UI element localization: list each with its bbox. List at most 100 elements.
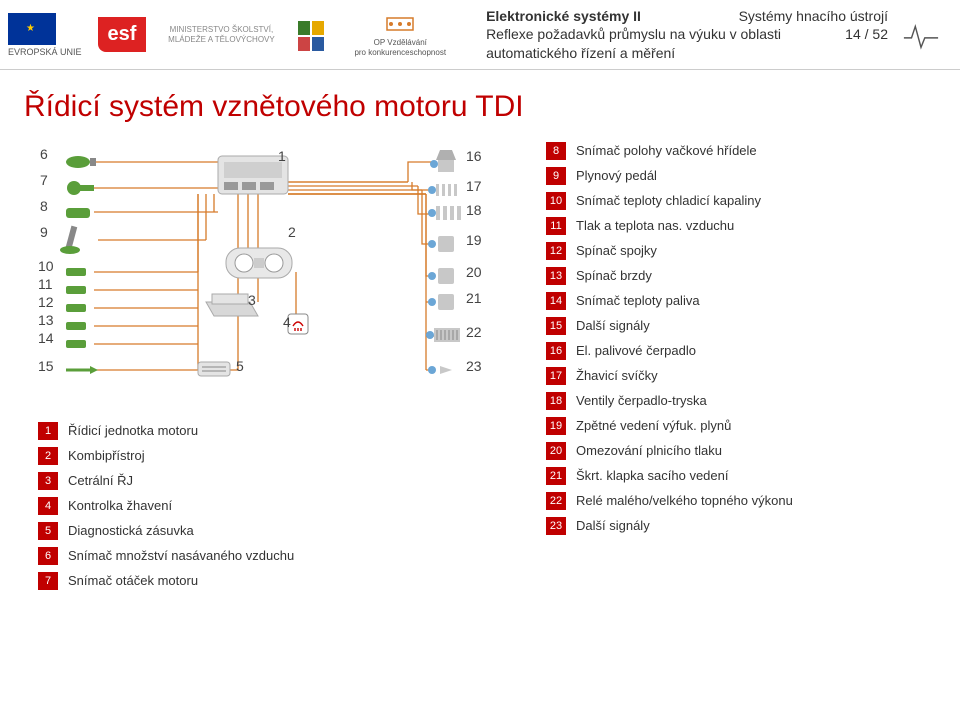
diagram-num-10: 10 <box>38 258 54 274</box>
diagram-num-6: 6 <box>40 146 48 162</box>
legend-num: 4 <box>38 497 58 515</box>
diagram-num-13: 13 <box>38 312 54 328</box>
left-legend: 1 Řídicí jednotka motoru 2 Kombipřístroj 3 Ce… <box>38 422 538 590</box>
legend-num: 21 <box>546 467 566 485</box>
legend-num: 2 <box>38 447 58 465</box>
diagram-num-18: 18 <box>466 202 482 218</box>
legend-text: Diagnostická zásuvka <box>68 522 194 540</box>
esf-logo: esf <box>98 17 147 52</box>
legend-text: Kontrolka žhavení <box>68 497 172 515</box>
header-subtitle: Reflexe požadavků průmyslu na výuku v ob… <box>486 25 845 61</box>
diagram-num-3: 3 <box>248 292 256 308</box>
diagram-column: 6789101112131415123451617181920212223 1Ř… <box>38 142 538 597</box>
header-title-right: Systémy hnacího ústrojí <box>739 7 888 25</box>
legend-text: Snímač otáček motoru <box>68 572 198 590</box>
legend-num: 1 <box>38 422 58 440</box>
legend-item-10: 10Snímač teploty chladicí kapaliny <box>546 192 940 210</box>
legend-num: 14 <box>546 292 566 310</box>
legend-num: 6 <box>38 547 58 565</box>
diagram-num-15: 15 <box>38 358 54 374</box>
legend-num: 8 <box>546 142 566 160</box>
legend-text: Kombipřístroj <box>68 447 145 465</box>
pulse-icon <box>902 19 940 51</box>
legend-text: Snímač množství nasávaného vzduchu <box>68 547 294 565</box>
legend-item-6: 6 Snímač množství nasávaného vzduchu <box>38 547 538 565</box>
slide-title: Řídicí systém vznětového motoru TDI <box>0 70 960 142</box>
legend-num: 23 <box>546 517 566 535</box>
legend-text: Žhavicí svíčky <box>576 367 658 385</box>
legend-item-14: 14 Snímač teploty paliva <box>546 292 940 310</box>
system-diagram: 6789101112131415123451617181920212223 <box>38 142 498 402</box>
diagram-num-20: 20 <box>466 264 482 280</box>
legend-text: Další signály <box>576 517 650 535</box>
legend-item-22: 22 Relé malého/velkého topného výkonu <box>546 492 940 510</box>
legend-item-12: 12 Spínač spojky <box>546 242 940 260</box>
diagram-num-4: 4 <box>283 314 291 330</box>
header-text: Elektronické systémy II Systémy hnacího … <box>486 7 888 62</box>
legend-num: 19 <box>546 417 566 435</box>
legend-item-4: 4 Kontrolka žhavení <box>38 497 538 515</box>
logos: EVROPSKÁ UNIE esf MINISTERSTVO ŠKOLSTVÍ,… <box>8 12 446 58</box>
legend-num: 16 <box>546 342 566 360</box>
legend-text: Ventily čerpadlo-tryska <box>576 392 707 410</box>
legend-text: Snímač polohy vačkové hřídele <box>576 142 757 160</box>
legend-num: 22 <box>546 492 566 510</box>
legend-text: Plynový pedál <box>576 167 657 185</box>
legend-text: Cetrální ŘJ <box>68 472 133 490</box>
legend-num: 9 <box>546 167 566 185</box>
page-number: 14 / 52 <box>845 25 888 61</box>
legend-num: 20 <box>546 442 566 460</box>
legend-text: Zpětné vedení výfuk. plynů <box>576 417 731 435</box>
legend-item-19: 19 Zpětné vedení výfuk. plynů <box>546 417 940 435</box>
legend-item-20: 20 Omezování plnicího tlaku <box>546 442 940 460</box>
diagram-num-7: 7 <box>40 172 48 188</box>
diagram-num-1: 1 <box>278 148 286 164</box>
legend-item-2: 2 Kombipřístroj <box>38 447 538 465</box>
legend-item-23: 23 Další signály <box>546 517 940 535</box>
ministry-logo: MINISTERSTVO ŠKOLSTVÍ, MLÁDEŽE A TĚLOVÝC… <box>166 25 276 44</box>
legend-item-17: 17 Žhavicí svíčky <box>546 367 940 385</box>
legend-item-15: 15 Další signály <box>546 317 940 335</box>
legend-text: Řídicí jednotka motoru <box>68 422 198 440</box>
diagram-num-2: 2 <box>288 224 296 240</box>
legend-num: 18 <box>546 392 566 410</box>
diagram-num-11: 11 <box>38 276 53 292</box>
diagram-num-19: 19 <box>466 232 482 248</box>
legend-num: 3 <box>38 472 58 490</box>
legend-text: Spínač brzdy <box>576 267 652 285</box>
legend-item-13: 13 Spínač brzdy <box>546 267 940 285</box>
legend-num: 13 <box>546 267 566 285</box>
legend-text: Tlak a teplota nas. vzduchu <box>576 217 734 235</box>
legend-text: Snímač teploty paliva <box>576 292 700 310</box>
right-legend: 8 Snímač polohy vačkové hřídele 9 Plynový p… <box>538 142 940 597</box>
diagram-num-16: 16 <box>466 148 482 164</box>
diagram-num-14: 14 <box>38 330 54 346</box>
legend-item-18: 18 Ventily čerpadlo-tryska <box>546 392 940 410</box>
diagram-num-23: 23 <box>466 358 482 374</box>
legend-num: 12 <box>546 242 566 260</box>
legend-item-1: 1 Řídicí jednotka motoru <box>38 422 538 440</box>
legend-item-11: 11Tlak a teplota nas. vzduchu <box>546 217 940 235</box>
diagram-num-21: 21 <box>466 290 482 306</box>
legend-item-7: 7 Snímač otáček motoru <box>38 572 538 590</box>
legend-num: 15 <box>546 317 566 335</box>
legend-item-9: 9 Plynový pedál <box>546 167 940 185</box>
op-logo: OP Vzdělávání pro konkurenceschopnost <box>354 12 446 58</box>
legend-text: Snímač teploty chladicí kapaliny <box>576 192 761 210</box>
diagram-num-12: 12 <box>38 294 54 310</box>
header-title-left: Elektronické systémy II <box>486 7 641 25</box>
legend-text: Relé malého/velkého topného výkonu <box>576 492 793 510</box>
legend-num: 17 <box>546 367 566 385</box>
diagram-num-17: 17 <box>466 178 482 194</box>
legend-text: El. palivové čerpadlo <box>576 342 696 360</box>
diagram-num-9: 9 <box>40 224 48 240</box>
diagram-num-5: 5 <box>236 358 244 374</box>
legend-item-16: 16 El. palivové čerpadlo <box>546 342 940 360</box>
legend-text: Omezování plnicího tlaku <box>576 442 722 460</box>
legend-text: Spínač spojky <box>576 242 657 260</box>
legend-text: Další signály <box>576 317 650 335</box>
legend-item-3: 3 Cetrální ŘJ <box>38 472 538 490</box>
diagram-num-22: 22 <box>466 324 482 340</box>
legend-num: 5 <box>38 522 58 540</box>
legend-num: 7 <box>38 572 58 590</box>
